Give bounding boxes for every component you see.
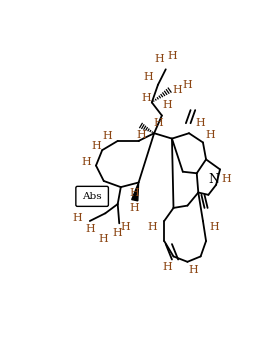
Text: H: H [136, 130, 146, 140]
Text: H: H [206, 130, 216, 140]
Text: Abs: Abs [82, 192, 102, 201]
Text: H: H [188, 265, 198, 275]
Text: H: H [103, 131, 113, 141]
Text: H: H [155, 54, 165, 64]
Text: H: H [162, 262, 172, 272]
Text: H: H [120, 222, 130, 232]
Text: H: H [183, 80, 192, 90]
Text: H: H [172, 85, 182, 95]
Polygon shape [132, 183, 139, 201]
Text: H: H [144, 72, 154, 82]
Text: H: H [130, 187, 140, 198]
Text: H: H [113, 228, 123, 238]
Text: H: H [141, 93, 151, 103]
FancyBboxPatch shape [76, 186, 109, 207]
Text: H: H [221, 174, 231, 184]
Text: H: H [162, 101, 172, 110]
Text: H: H [91, 141, 101, 151]
Text: H: H [130, 203, 140, 213]
Text: H: H [82, 157, 92, 167]
Text: H: H [167, 51, 177, 61]
Text: H: H [196, 118, 206, 128]
Text: H: H [99, 234, 109, 244]
Text: H: H [147, 222, 157, 232]
Text: H: H [85, 224, 95, 234]
Text: H: H [209, 222, 219, 232]
Text: H: H [153, 118, 163, 128]
Text: N: N [208, 173, 219, 186]
Text: H: H [73, 213, 82, 223]
